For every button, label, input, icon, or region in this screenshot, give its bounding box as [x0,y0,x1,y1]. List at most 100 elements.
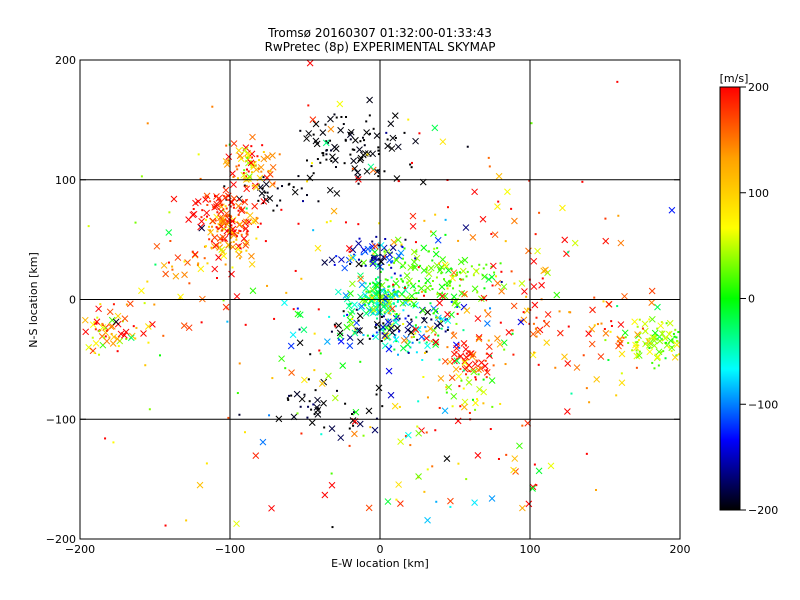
dot-marker-point [273,182,276,185]
x-marker-point [334,288,342,296]
dot-marker-point [395,498,398,501]
x-marker-point [321,491,329,499]
dot-marker-point [653,335,656,338]
dot-marker-point [427,335,430,338]
dot-marker-point [384,289,387,292]
x-marker-point [395,252,403,260]
x-marker-point [348,321,355,328]
x-marker-point [424,516,431,524]
x-marker-point [389,305,396,313]
dot-marker-point [197,153,200,156]
dot-marker-point [284,367,287,370]
x-marker-point [120,331,128,339]
dot-marker-point [227,159,230,162]
dot-marker-point [388,251,391,254]
dot-marker-point [380,339,383,342]
dot-marker-point [673,335,676,338]
dot-marker-point [414,257,417,260]
x-marker-point [498,287,505,295]
x-marker-point [475,366,482,374]
dot-marker-point [499,402,502,405]
dot-marker-point [672,332,675,335]
x-marker-point [345,245,353,252]
dot-marker-point [359,360,362,363]
x-marker-point [318,380,326,387]
x-marker-point [520,316,528,324]
x-marker-point [144,323,152,330]
x-marker-point [485,343,493,351]
dot-marker-point [376,301,379,304]
x-marker-point [525,247,532,255]
dot-marker-point [352,424,355,427]
dot-marker-point [370,256,373,259]
x-marker-point [441,357,449,365]
x-marker-point [391,112,399,119]
x-marker-point [382,332,390,340]
x-marker-point [445,267,452,274]
dot-marker-point [466,145,469,148]
x-marker-point [635,352,643,359]
x-marker-point [369,150,377,158]
x-marker-point [165,229,173,236]
dot-marker-point [470,265,473,268]
x-marker-point [209,217,217,225]
dot-marker-point [522,311,525,314]
dot-marker-point [225,207,228,210]
x-marker-point [250,218,257,225]
dot-marker-point [351,167,354,170]
x-marker-point [365,504,373,512]
dot-marker-point [264,191,267,194]
x-marker-point [269,181,276,188]
x-marker-point [542,266,549,274]
dot-marker-point [309,353,312,356]
dot-marker-point [201,209,204,212]
dot-marker-point [423,490,426,493]
dot-marker-point [327,141,330,144]
dot-marker-point [235,165,238,168]
x-marker-point [331,394,339,402]
x-marker-point [219,217,227,225]
dot-marker-point [593,324,596,327]
x-marker-point [338,256,345,263]
x-marker-point [218,246,226,254]
dot-marker-point [349,153,352,156]
dot-marker-point [219,202,222,205]
x-marker-point [266,195,274,202]
x-marker-point [439,292,446,300]
x-marker-point [392,319,400,326]
dot-marker-point [225,198,228,201]
x-tick-label: 0 [377,543,384,556]
dot-marker-point [386,279,389,282]
dot-marker-point [383,255,386,258]
x-marker-point [287,342,295,350]
dot-marker-point [485,369,488,372]
dot-marker-point [367,302,370,305]
dot-marker-point [450,268,453,271]
dot-marker-point [526,307,529,310]
y-tick-label: −200 [46,533,76,546]
dot-marker-point [585,452,588,455]
dot-marker-point [667,346,670,349]
dot-marker-point [183,260,186,263]
dot-marker-point [245,232,248,235]
dot-marker-point [261,187,264,190]
dot-marker-point [422,317,425,320]
dot-marker-point [417,400,420,403]
dot-marker-point [249,161,252,164]
x-marker-point [264,153,271,161]
dot-marker-point [491,284,494,287]
dot-marker-point [388,264,391,267]
dot-marker-point [616,80,619,83]
x-marker-point [296,339,304,347]
dot-marker-point [256,226,259,229]
x-marker-point [211,265,219,273]
x-marker-point [377,258,385,265]
x-marker-point [335,322,343,329]
dot-marker-point [408,303,411,306]
dot-marker-point [393,272,396,275]
dot-marker-point [434,333,437,336]
x-marker-point [371,426,379,434]
x-marker-point [453,357,461,365]
dot-marker-point [206,215,209,218]
dot-marker-point [416,338,419,341]
